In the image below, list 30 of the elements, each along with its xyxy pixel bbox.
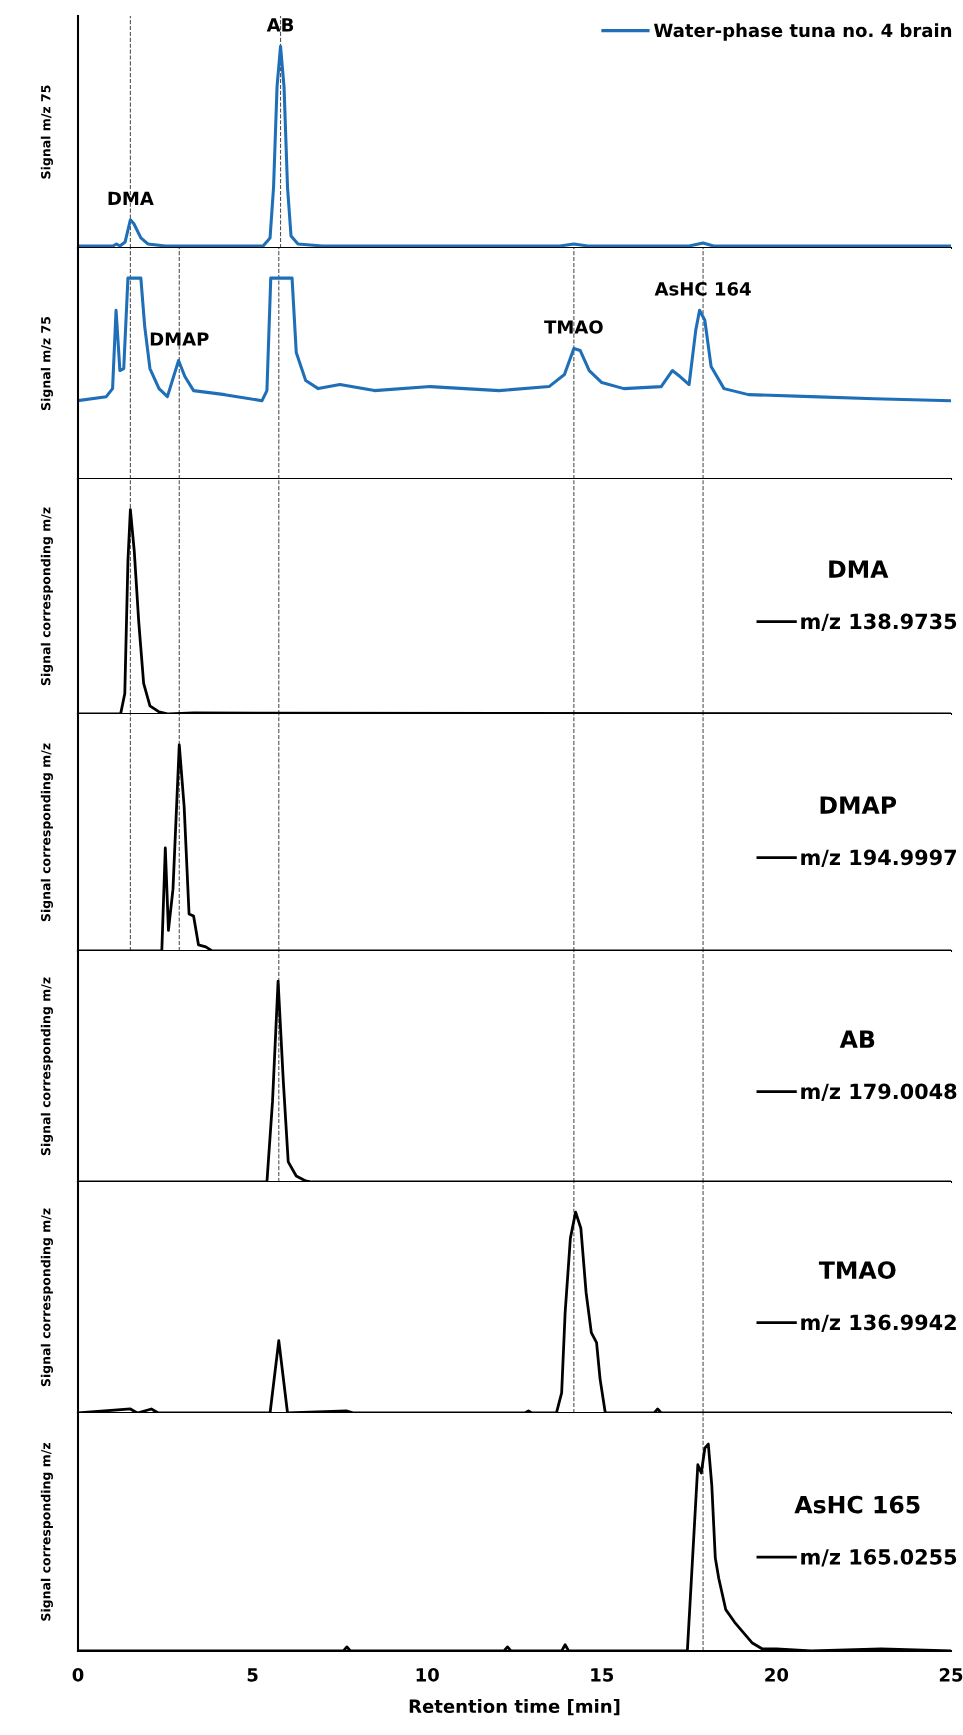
y-axis-title: Signal corresponding m/z [40, 977, 53, 1156]
y-axis-title: Signal corresponding m/z [40, 1208, 53, 1387]
y-axis-title: Signal corresponding m/z [40, 507, 53, 686]
x-axis-title: Retention time [min] [409, 1699, 620, 1716]
legend-label: m/z 136.9942 [801, 1314, 956, 1332]
x-tick-label: 0 [72, 1667, 84, 1682]
legend-title: DMAP [820, 796, 897, 814]
x-tick-label: 15 [591, 1668, 614, 1682]
x-tick-label: 5 [247, 1668, 258, 1682]
annotation: DMAP [150, 332, 209, 346]
y-axis-title: Signal m/z 75 [40, 316, 53, 411]
legend-label: m/z 165.0255 [801, 1548, 957, 1567]
legend-title: TMAO [818, 1261, 896, 1279]
x-tick-label: 10 [416, 1667, 439, 1682]
annotation: DMA [108, 191, 154, 205]
legend-label: m/z 194.9997 [801, 849, 956, 867]
legend-label: m/z 138.9735 [801, 613, 957, 631]
y-axis-title: Signal m/z 75 [40, 85, 53, 179]
x-tick-label: 20 [765, 1667, 789, 1682]
legend-title: AsHC 165 [794, 1495, 920, 1514]
annotation: AB [266, 18, 294, 32]
legend-label: Water-phase tuna no. 4 brain [653, 23, 952, 41]
y-axis-title: Signal corresponding m/z [40, 743, 53, 922]
legend-title: DMA [829, 560, 889, 578]
legend-title: AB [839, 1030, 875, 1048]
x-tick-label: 25 [939, 1667, 963, 1682]
annotation: AsHC 164 [654, 282, 751, 296]
y-axis-title: Signal corresponding m/z [40, 1443, 53, 1621]
annotation: TMAO [544, 320, 603, 334]
legend-label: m/z 179.0048 [801, 1083, 957, 1101]
